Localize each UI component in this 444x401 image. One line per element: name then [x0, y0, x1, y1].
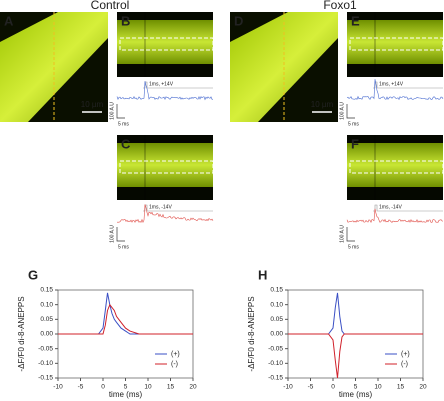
scale-bars: [116, 104, 125, 119]
linescan-band: [117, 20, 213, 64]
x-tick-label: 10: [374, 384, 382, 391]
x-tick-label: -10: [53, 384, 63, 391]
x-tick-label: 5: [354, 384, 358, 391]
x-axis-label: time (ms): [109, 390, 143, 399]
y-scale-label: 100 A.U: [109, 102, 115, 120]
y-axis-label: -ΔF/F0 di-8-ANEPPS: [247, 296, 256, 371]
y-scale-label: 100 A.U: [339, 225, 345, 243]
x-scale-label: 5 ms: [348, 121, 359, 127]
y-tick-label: 0.05: [40, 316, 53, 323]
scale-label: 10 µm: [311, 100, 334, 109]
panel-letter: G: [28, 267, 38, 282]
panel-letter: A: [4, 13, 14, 28]
series-line: [58, 303, 193, 335]
x-tick-label: 5: [124, 384, 128, 391]
group-title: Foxo1: [323, 0, 357, 12]
x-scale-label: 5 ms: [348, 244, 359, 250]
stimulus-label: 1ms, -14V: [379, 204, 402, 210]
y-tick-label: 0.10: [40, 301, 53, 308]
scale-bars: [116, 227, 125, 242]
x-tick-label: 20: [189, 384, 197, 391]
x-tick-label: -5: [308, 384, 314, 391]
y-tick-label: 0.10: [270, 301, 283, 308]
y-tick-label: 0.00: [40, 331, 53, 338]
y-axis-label: -ΔF/F0 di-8-ANEPPS: [17, 296, 26, 371]
panel-letter: F: [351, 136, 359, 151]
y-tick-label: -0.15: [268, 375, 283, 382]
roi: [349, 160, 444, 174]
panel-letter: H: [258, 267, 267, 282]
y-tick-label: -0.05: [38, 345, 53, 352]
y-scale-label: 100 A.U: [339, 102, 345, 120]
x-tick-label: -10: [283, 384, 293, 391]
scale-bars: [346, 104, 355, 119]
trace: [346, 79, 444, 101]
y-tick-label: -0.10: [268, 360, 283, 367]
panel-letter: B: [121, 13, 130, 28]
stimulus-label: 1ms, +14V: [379, 81, 404, 87]
scale-label: 10 µm: [81, 100, 104, 109]
legend-label: (+): [401, 351, 410, 358]
series-line: [288, 333, 423, 379]
x-tick-label: 15: [397, 384, 405, 391]
linescan-band: [347, 143, 443, 187]
x-tick-label: 20: [419, 384, 427, 391]
y-scale-label: 100 A.U: [109, 225, 115, 243]
series-line: [288, 292, 423, 335]
x-scale-label: 5 ms: [118, 244, 129, 250]
x-tick-label: -5: [78, 384, 84, 391]
group-title: Control: [91, 0, 130, 12]
trace: [117, 204, 214, 223]
stimulus-label: 1ms, +14V: [149, 81, 174, 87]
y-tick-label: -0.05: [268, 345, 283, 352]
roi: [349, 37, 444, 51]
x-tick-label: 0: [331, 384, 335, 391]
trace: [346, 208, 444, 224]
legend-label: (+): [171, 351, 180, 358]
panel-letter: D: [234, 13, 243, 28]
y-tick-label: 0.15: [40, 287, 53, 294]
panel-letter: E: [351, 13, 360, 28]
stimulus-label: 1ms, -14V: [149, 204, 172, 210]
roi: [119, 37, 214, 51]
legend-label: (-): [171, 361, 178, 368]
trace: [116, 81, 214, 101]
y-tick-label: -0.15: [38, 375, 53, 382]
y-tick-label: 0.00: [270, 331, 283, 338]
x-tick-label: 15: [167, 384, 175, 391]
y-tick-label: 0.15: [270, 287, 283, 294]
x-axis-label: time (ms): [339, 390, 373, 399]
y-tick-label: -0.10: [38, 360, 53, 367]
linescan-band: [117, 143, 213, 187]
y-tick-label: 0.05: [270, 316, 283, 323]
x-scale-label: 5 ms: [118, 121, 129, 127]
linescan-band: [347, 20, 443, 64]
roi: [119, 160, 214, 174]
x-tick-label: 0: [101, 384, 105, 391]
scale-bars: [346, 227, 355, 242]
panel-letter: C: [121, 136, 131, 151]
legend-label: (-): [401, 361, 408, 368]
x-tick-label: 10: [144, 384, 152, 391]
